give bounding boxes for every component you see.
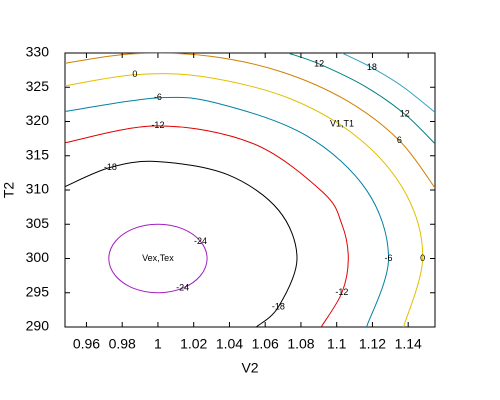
contour-line — [287, 53, 435, 145]
contour-line — [65, 53, 435, 189]
y-tick-label: 325 — [26, 78, 50, 94]
contour-line — [108, 223, 208, 294]
x-tick-label: 1.06 — [252, 336, 279, 352]
contour-label: -12 — [151, 120, 164, 130]
contour-label: 12 — [400, 108, 410, 118]
x-axis-label: V2 — [241, 360, 258, 376]
contour-label: 0 — [132, 69, 137, 79]
y-tick-label: 310 — [26, 181, 50, 197]
contour-label: -18 — [104, 162, 117, 172]
x-tick-label: 1.14 — [395, 336, 422, 352]
x-tick-label: 1 — [154, 336, 162, 352]
contour-label: -12 — [335, 287, 348, 297]
x-tick-label: 0.98 — [109, 336, 136, 352]
y-tick-label: 320 — [26, 112, 50, 128]
x-tick-label: 1.12 — [359, 336, 386, 352]
y-tick-label: 315 — [26, 146, 50, 162]
contour-label: -6 — [154, 92, 162, 102]
contour-label: 18 — [367, 62, 377, 72]
contour-label: 12 — [314, 58, 324, 68]
x-tick-label: 1.04 — [216, 336, 243, 352]
contour-line — [341, 53, 435, 113]
contour-line — [65, 125, 349, 327]
contour-line — [65, 160, 298, 327]
contour-label: 6 — [397, 135, 402, 145]
contour-label: 0 — [420, 253, 425, 263]
contour-label: -18 — [272, 301, 285, 311]
y-tick-label: 330 — [26, 44, 50, 60]
contour-line — [65, 96, 390, 327]
x-tick-label: 1.02 — [180, 336, 207, 352]
x-tick-label: 0.96 — [73, 336, 100, 352]
contour-label: -24 — [194, 236, 207, 246]
y-tick-label: 305 — [26, 215, 50, 231]
contour-line — [65, 73, 424, 327]
contour-layer — [65, 53, 435, 327]
contour-label: -24 — [176, 283, 189, 293]
y-tick-label: 300 — [26, 249, 50, 265]
point-annotation: Vex,Tex — [142, 253, 174, 263]
x-tick-label: 1.1 — [327, 336, 347, 352]
y-tick-label: 295 — [26, 283, 50, 299]
y-tick-label: 290 — [26, 318, 50, 334]
point-annotation: V1,T1 — [330, 119, 354, 129]
x-tick-label: 1.08 — [287, 336, 314, 352]
y-axis-label: T2 — [1, 182, 17, 199]
plot-frame — [64, 52, 436, 328]
contour-label: -6 — [385, 253, 393, 263]
